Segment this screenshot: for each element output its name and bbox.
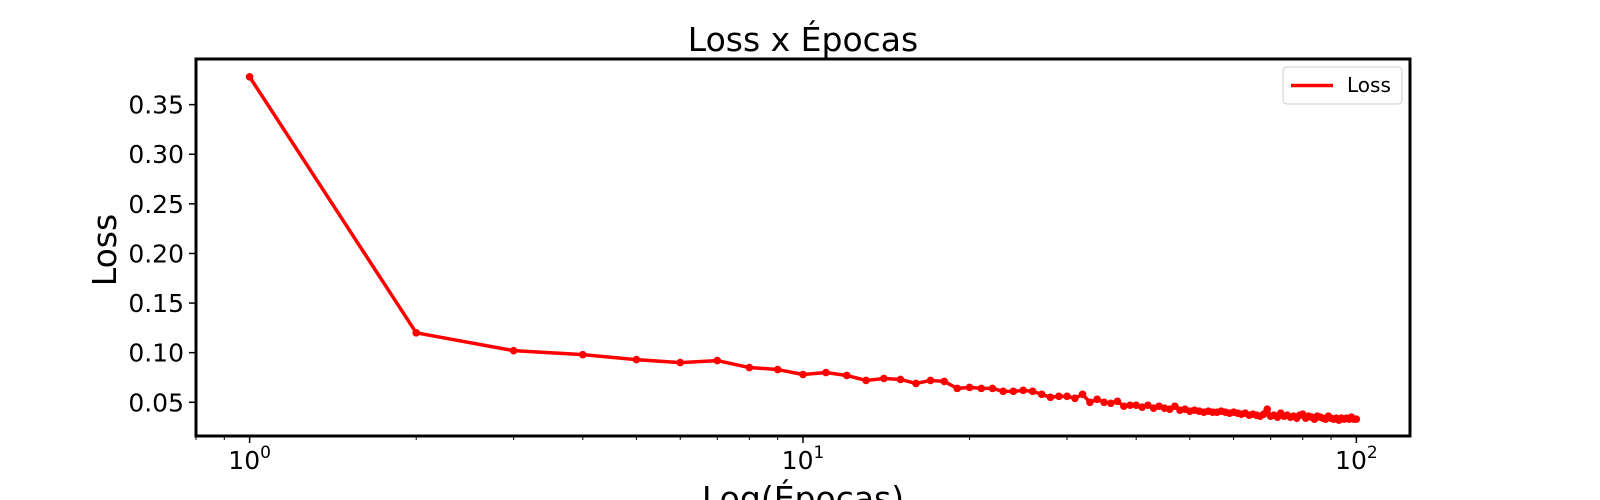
loss-data-point — [632, 355, 641, 364]
loss-data-point — [1028, 387, 1037, 396]
loss-data-point — [1263, 405, 1271, 414]
loss-data-point — [1352, 415, 1361, 423]
loss-data-point — [926, 376, 935, 385]
loss-data-point — [1113, 397, 1122, 406]
loss-data-point — [245, 73, 254, 81]
x-axis-label: Log(Épocas) — [702, 478, 904, 500]
y-tick-label: 0.30 — [128, 140, 184, 169]
legend-label-loss: Loss — [1347, 73, 1391, 97]
loss-data-point — [1071, 394, 1079, 403]
loss-data-point — [1100, 398, 1108, 407]
legend: Loss — [1282, 66, 1403, 105]
series-layer — [245, 73, 1361, 424]
loss-data-point — [862, 376, 870, 385]
loss-data-point — [822, 368, 830, 377]
loss-data-point — [999, 387, 1007, 396]
loss-data-point — [1009, 387, 1018, 396]
loss-data-point — [412, 329, 421, 337]
y-tick-label: 0.20 — [128, 239, 184, 268]
x-tick-label: 100 — [228, 443, 271, 475]
loss-data-point — [1107, 399, 1115, 408]
loss-data-point — [1126, 401, 1134, 410]
loss-data-point — [1138, 403, 1146, 412]
plot-frame — [194, 57, 1412, 438]
loss-data-point — [988, 384, 997, 393]
loss-data-point — [713, 356, 722, 365]
y-tick-label: 0.10 — [128, 339, 184, 368]
loss-data-point — [1046, 393, 1055, 402]
loss-data-point — [912, 379, 920, 388]
loss-data-point — [676, 358, 685, 367]
loss-data-point — [1086, 398, 1094, 407]
y-tick-label: 0.05 — [128, 388, 184, 417]
y-tick-label: 0.35 — [128, 91, 184, 120]
loss-data-point — [799, 370, 807, 379]
loss-data-point — [880, 374, 888, 383]
y-axis-ticks: 0.05 0.10 0.15 0.20 0.25 0.30 0.35 — [128, 91, 196, 417]
loss-data-point — [1078, 390, 1087, 399]
loss-data-point — [896, 375, 905, 384]
loss-data-point — [1055, 392, 1063, 401]
loss-data-point — [1063, 392, 1071, 401]
loss-data-point — [953, 384, 962, 393]
loss-data-point — [578, 350, 587, 359]
y-tick-label: 0.15 — [128, 289, 184, 318]
loss-data-point — [773, 365, 782, 374]
x-tick-label: 102 — [1335, 443, 1378, 475]
loss-data-point — [1132, 401, 1140, 410]
loss-data-point — [843, 371, 851, 380]
loss-data-point — [977, 384, 986, 393]
y-axis-label: Loss — [85, 214, 124, 286]
loss-data-point — [745, 363, 754, 372]
loss-data-point — [1120, 402, 1128, 411]
loss-data-point — [965, 383, 974, 392]
loss-data-point — [509, 346, 518, 355]
loss-data-point — [1019, 386, 1028, 395]
x-axis-ticks: 100 101 102 — [195, 436, 1378, 475]
loss-data-point — [1093, 395, 1101, 404]
loss-data-point — [1144, 401, 1152, 410]
x-tick-label: 101 — [782, 443, 825, 475]
legend-box — [1282, 66, 1403, 105]
loss-series-line — [248, 75, 1357, 422]
loss-data-point — [940, 377, 949, 386]
loss-data-point — [1037, 390, 1046, 399]
y-tick-label: 0.25 — [128, 190, 184, 219]
chart-title: Loss x Épocas — [688, 19, 918, 59]
